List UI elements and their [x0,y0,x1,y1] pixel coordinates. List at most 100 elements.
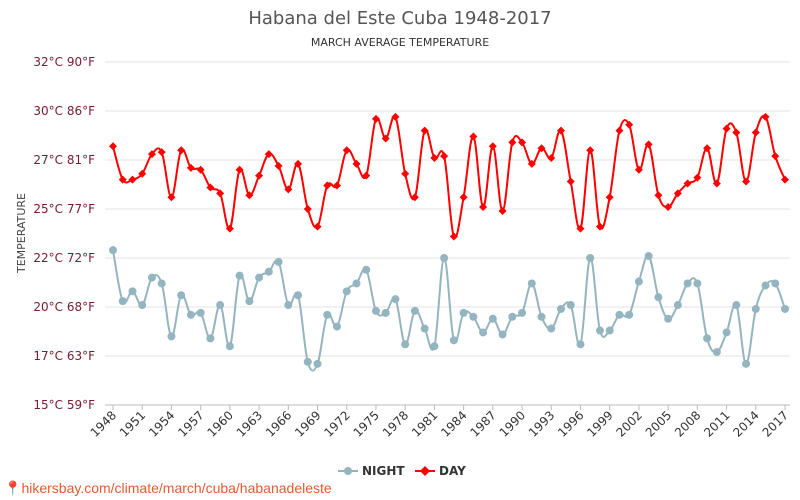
night-data-point [664,314,673,323]
night-data-point [118,297,127,306]
x-tick-label: 1978 [380,408,411,439]
x-tick-label: 1966 [263,408,294,439]
night-data-point [420,324,429,333]
night-data-point [595,326,604,335]
day-data-point [615,126,624,135]
night-data-point [703,334,712,343]
x-tick-label: 1954 [146,408,177,439]
y-tick-label: 20°C 68°F [33,300,95,314]
night-data-point [586,254,595,262]
y-tick-label: 15°C 59°F [33,398,95,412]
day-data-point [362,171,371,180]
night-data-point [410,306,419,315]
night-data-point [693,279,702,288]
night-data-point [459,308,468,317]
legend-day-label: DAY [439,464,466,478]
day-data-point [128,175,137,184]
night-data-point [771,279,780,288]
day-data-point [303,205,312,213]
night-data-point [440,254,449,262]
night-data-point [508,312,517,321]
night-data-point [371,306,380,315]
day-data-point [381,134,390,143]
day-data-point [371,114,380,123]
day-data-point [732,128,741,137]
night-data-point [742,359,751,368]
x-tick-label: 1999 [584,408,615,439]
night-data-point [167,332,176,341]
night-data-point [722,328,731,337]
x-tick-label: 1975 [351,408,382,439]
y-tick-label: 27°C 81°F [33,153,95,167]
day-data-point [566,177,575,186]
legend-item-night[interactable]: NIGHT [338,464,405,478]
day-data-point [722,124,731,133]
day-data-point [751,128,760,137]
x-tick-label: 1981 [409,408,440,439]
night-data-point [673,301,682,310]
day-data-point [342,146,351,155]
night-data-point [264,267,273,276]
day-data-point [459,193,468,202]
night-data-point [274,257,283,266]
night-data-point [683,279,692,288]
day-data-point [206,183,215,192]
watermark-text: hikersbay.com/climate/march/cuba/habanad… [21,480,332,496]
night-data-point [362,265,371,274]
day-data-point [255,171,264,180]
night-data-point [294,291,303,300]
day-data-point [333,181,341,190]
night-data-point [138,301,147,310]
x-tick-label: 1957 [175,408,206,439]
x-tick-label: 1951 [117,408,148,439]
day-data-point [712,179,721,188]
grid [105,61,790,406]
day-data-point [693,173,702,182]
night-data-point [255,273,264,282]
night-data-point [157,279,166,288]
day-data-point [664,203,673,212]
night-data-point [576,340,585,349]
night-data-point [401,340,410,349]
day-data-point [109,142,117,151]
day-data-point [469,132,478,141]
day-data-point [625,120,634,129]
day-data-point [537,144,546,153]
night-data-point [547,324,556,333]
night-data-point [732,301,741,310]
night-data-point [488,314,497,323]
day-data-point [430,154,439,163]
night-data-point [177,291,186,300]
x-tick-label: 1990 [497,408,528,439]
chart-title: Habana del Este Cuba 1948-2017 [248,8,551,29]
day-data-point [401,169,410,178]
night-data-point [644,252,653,261]
night-data-point [625,310,634,319]
day-data-point [518,138,527,147]
day-data-point [547,154,556,163]
day-data-point [294,159,303,168]
day-data-point [683,179,692,188]
night-data-point [235,271,244,280]
legend-item-day[interactable]: DAY [415,464,466,478]
day-data-point [235,165,244,174]
watermark-link[interactable]: 📍hikersbay.com/climate/march/cuba/habana… [4,480,332,497]
day-data-point [703,144,712,153]
night-data-point [109,246,117,255]
night-data-point [605,326,614,335]
day-data-point [742,177,751,186]
day-data-point [488,142,497,151]
night-data-point [479,328,488,337]
y-tick-label: 25°C 77°F [33,202,95,216]
x-tick-label: 1987 [467,408,498,439]
x-tick-label: 2017 [760,408,791,439]
day-data-point [147,150,156,159]
night-data-point [430,342,439,351]
day-data-point [761,112,770,121]
day-data-point [245,191,254,200]
night-data-point [761,281,770,290]
night-data-point [128,287,137,296]
night-data-point [566,301,575,310]
day-data-point [527,159,536,168]
